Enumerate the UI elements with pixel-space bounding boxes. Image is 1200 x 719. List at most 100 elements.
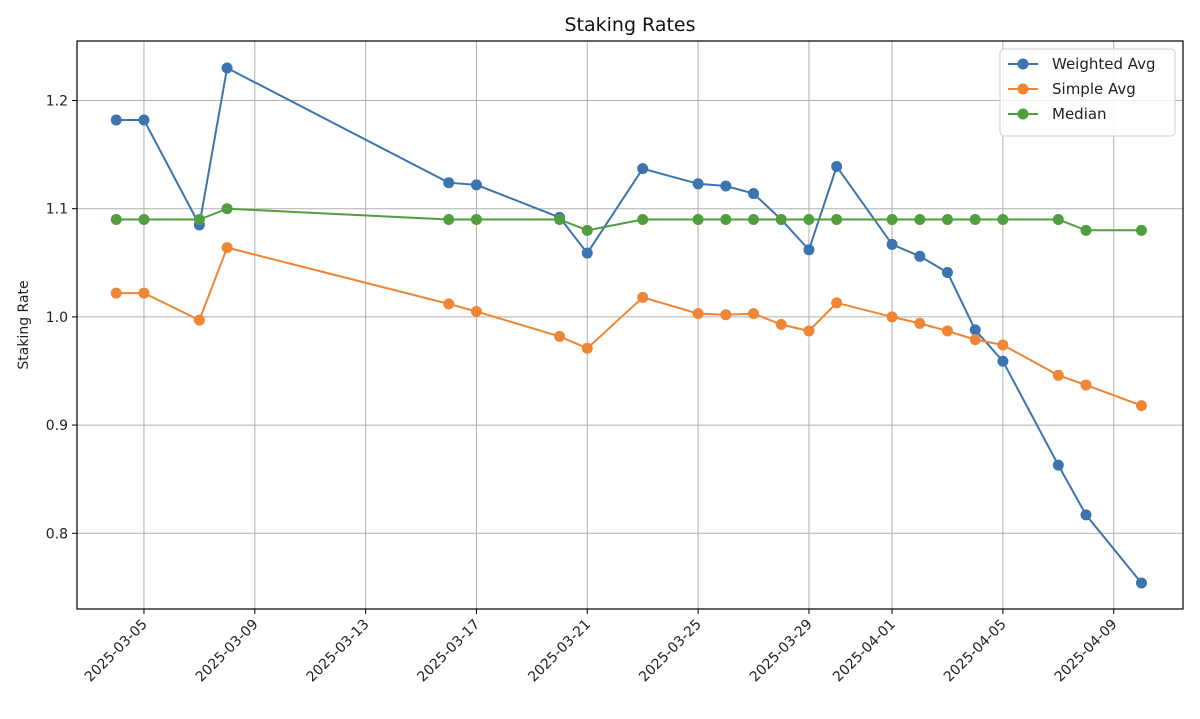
data-point-simple-avg bbox=[775, 318, 787, 330]
data-point-median bbox=[221, 203, 233, 215]
data-point-simple-avg bbox=[443, 298, 455, 310]
data-point-simple-avg bbox=[969, 334, 981, 346]
y-tick-label: 1.1 bbox=[46, 202, 68, 218]
data-point-weighted-avg bbox=[470, 179, 482, 191]
data-point-simple-avg bbox=[1052, 369, 1064, 381]
x-tick-label: 2025-03-21 bbox=[525, 617, 594, 686]
y-axis-label: Staking Rate bbox=[16, 280, 32, 369]
data-point-simple-avg bbox=[803, 325, 815, 337]
x-tick-label: 2025-04-01 bbox=[830, 617, 899, 686]
data-point-median bbox=[886, 214, 898, 226]
data-point-weighted-avg bbox=[886, 238, 898, 250]
grid-lines bbox=[77, 41, 1183, 609]
series-line-simple-avg bbox=[116, 246, 1142, 407]
data-point-median bbox=[1052, 214, 1064, 226]
y-tick-label: 0.8 bbox=[46, 526, 68, 542]
series-group bbox=[110, 62, 1147, 589]
data-point-weighted-avg bbox=[581, 247, 593, 259]
data-point-simple-avg bbox=[470, 305, 482, 317]
data-point-median bbox=[941, 214, 953, 226]
data-point-median bbox=[138, 214, 150, 226]
data-point-median bbox=[720, 214, 732, 226]
x-tick-label: 2025-03-09 bbox=[193, 617, 262, 686]
data-point-simple-avg bbox=[886, 311, 898, 323]
legend-box bbox=[999, 48, 1176, 137]
y-tick-label: 0.9 bbox=[46, 418, 68, 434]
data-point-simple-avg bbox=[692, 308, 704, 320]
data-point-median bbox=[110, 214, 122, 226]
legend-label-median: Median bbox=[1052, 105, 1107, 123]
data-point-simple-avg bbox=[1135, 400, 1147, 412]
data-point-weighted-avg bbox=[997, 355, 1009, 367]
data-point-weighted-avg bbox=[1135, 577, 1147, 589]
data-point-median bbox=[637, 214, 649, 226]
x-tick-label: 2025-03-17 bbox=[414, 617, 483, 686]
y-axis-ticks: 0.8 0.9 1.0 1.1 1.2 bbox=[46, 94, 77, 542]
data-point-simple-avg bbox=[110, 287, 122, 299]
data-point-weighted-avg bbox=[110, 114, 122, 126]
data-point-simple-avg bbox=[914, 317, 926, 329]
data-point-weighted-avg bbox=[221, 62, 233, 74]
data-point-median bbox=[193, 214, 205, 226]
x-tick-label: 2025-04-09 bbox=[1052, 617, 1121, 686]
data-point-weighted-avg bbox=[443, 177, 455, 189]
y-tick-label: 1.2 bbox=[46, 94, 68, 110]
data-point-weighted-avg bbox=[1080, 509, 1092, 521]
legend-label-simple-avg: Simple Avg bbox=[1052, 80, 1136, 98]
x-tick-label: 2025-03-13 bbox=[304, 617, 373, 686]
data-point-median bbox=[443, 214, 455, 226]
data-point-simple-avg bbox=[997, 339, 1009, 351]
data-point-median bbox=[748, 214, 760, 226]
x-axis-ticks: 2025-03-05 2025-03-09 2025-03-13 2025-03-17… bbox=[82, 609, 1121, 685]
data-point-median bbox=[775, 214, 787, 226]
data-point-simple-avg bbox=[831, 297, 843, 309]
data-point-simple-avg bbox=[138, 287, 150, 299]
data-point-weighted-avg bbox=[803, 244, 815, 256]
data-point-simple-avg bbox=[193, 314, 205, 326]
data-point-median bbox=[803, 214, 815, 226]
data-point-weighted-avg bbox=[969, 324, 981, 336]
data-point-weighted-avg bbox=[720, 180, 732, 192]
data-point-weighted-avg bbox=[748, 188, 760, 200]
x-tick-label: 2025-03-05 bbox=[82, 617, 151, 686]
data-point-weighted-avg bbox=[1052, 459, 1064, 471]
data-point-median bbox=[692, 214, 704, 226]
data-point-median bbox=[914, 214, 926, 226]
data-point-weighted-avg bbox=[914, 250, 926, 262]
data-point-median bbox=[997, 214, 1009, 226]
plot-frame bbox=[76, 40, 1184, 610]
data-point-simple-avg bbox=[221, 242, 233, 254]
data-point-weighted-avg bbox=[692, 178, 704, 190]
data-point-median bbox=[1135, 224, 1147, 236]
legend-marker-median bbox=[1017, 108, 1029, 120]
data-point-median bbox=[554, 214, 566, 226]
data-point-simple-avg bbox=[720, 309, 732, 321]
data-point-simple-avg bbox=[941, 325, 953, 337]
data-point-median bbox=[1080, 224, 1092, 236]
x-tick-label: 2025-04-05 bbox=[941, 617, 1010, 686]
x-tick-label: 2025-03-29 bbox=[747, 617, 816, 686]
series-line-median bbox=[116, 207, 1142, 232]
data-point-median bbox=[470, 214, 482, 226]
series-line-weighted-avg bbox=[116, 66, 1143, 584]
chart-title: Staking Rates bbox=[564, 14, 695, 36]
data-point-simple-avg bbox=[554, 330, 566, 342]
data-point-median bbox=[969, 214, 981, 226]
data-point-median bbox=[831, 214, 843, 226]
data-point-simple-avg bbox=[581, 342, 593, 354]
data-point-weighted-avg bbox=[831, 161, 843, 173]
data-point-simple-avg bbox=[637, 291, 649, 303]
legend-marker-simple-avg bbox=[1017, 83, 1029, 95]
legend-label-weighted-avg: Weighted Avg bbox=[1052, 55, 1156, 73]
x-tick-label: 2025-03-25 bbox=[636, 617, 705, 686]
data-point-weighted-avg bbox=[637, 163, 649, 175]
data-point-simple-avg bbox=[1080, 379, 1092, 391]
data-point-weighted-avg bbox=[138, 114, 150, 126]
data-point-simple-avg bbox=[748, 308, 760, 320]
data-point-median bbox=[581, 224, 593, 236]
legend-marker-weighted-avg bbox=[1017, 58, 1029, 70]
data-point-weighted-avg bbox=[941, 267, 953, 279]
y-tick-label: 1.0 bbox=[46, 310, 68, 326]
legend: Weighted Avg Simple Avg Median bbox=[999, 48, 1176, 137]
